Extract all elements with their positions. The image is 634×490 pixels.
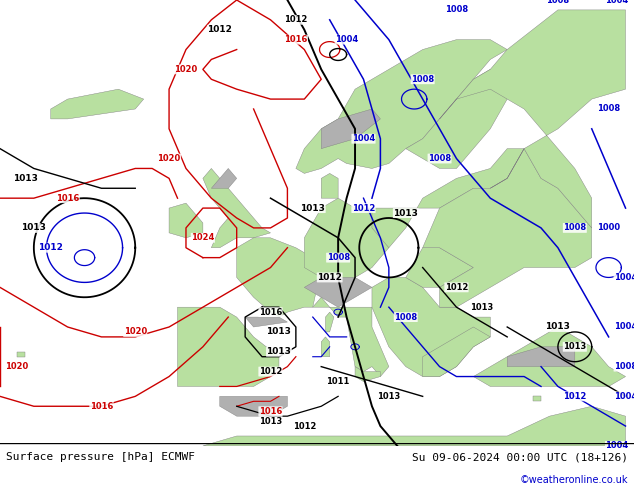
- Polygon shape: [321, 173, 338, 198]
- Text: 1012: 1012: [293, 421, 316, 431]
- Polygon shape: [406, 70, 507, 169]
- Polygon shape: [533, 396, 541, 401]
- Text: 1008: 1008: [547, 0, 569, 4]
- Text: 1020: 1020: [157, 154, 181, 163]
- Text: 1013: 1013: [13, 174, 38, 183]
- Polygon shape: [321, 109, 380, 148]
- Text: 1012: 1012: [284, 15, 307, 24]
- Polygon shape: [321, 337, 330, 357]
- Text: 1013: 1013: [545, 322, 571, 332]
- Polygon shape: [220, 396, 287, 416]
- Text: 1012: 1012: [207, 25, 232, 34]
- Text: 1024: 1024: [191, 233, 214, 243]
- Text: 1012: 1012: [352, 203, 375, 213]
- Text: 1016: 1016: [56, 194, 79, 203]
- Text: 1012: 1012: [563, 392, 586, 401]
- Polygon shape: [325, 312, 334, 332]
- Text: 1004: 1004: [335, 35, 358, 44]
- Text: 1016: 1016: [259, 407, 282, 416]
- Polygon shape: [507, 347, 575, 367]
- Polygon shape: [406, 248, 474, 287]
- Polygon shape: [355, 367, 380, 382]
- Polygon shape: [423, 148, 592, 307]
- Text: 1008: 1008: [394, 313, 417, 321]
- Polygon shape: [236, 238, 321, 317]
- Polygon shape: [372, 148, 524, 248]
- Text: 1016: 1016: [90, 402, 113, 411]
- Text: 1013: 1013: [22, 223, 46, 232]
- Polygon shape: [245, 317, 287, 327]
- Text: 1008: 1008: [411, 75, 434, 84]
- Polygon shape: [178, 307, 279, 387]
- Text: Surface pressure [hPa] ECMWF: Surface pressure [hPa] ECMWF: [6, 452, 195, 463]
- Text: 1008: 1008: [614, 362, 634, 371]
- Polygon shape: [203, 169, 271, 248]
- Text: 1013: 1013: [259, 416, 282, 426]
- Text: 1012: 1012: [38, 243, 63, 252]
- Text: 1013: 1013: [563, 343, 586, 351]
- Text: 1004: 1004: [614, 273, 634, 282]
- Text: 1004: 1004: [605, 441, 629, 450]
- Text: 1004: 1004: [614, 392, 634, 401]
- Text: 1004: 1004: [614, 322, 634, 332]
- Polygon shape: [296, 40, 507, 173]
- Text: 1000: 1000: [597, 223, 620, 232]
- Text: 1008: 1008: [445, 5, 468, 14]
- Text: 1012: 1012: [317, 273, 342, 282]
- Polygon shape: [372, 277, 490, 376]
- Text: 1004: 1004: [605, 0, 629, 4]
- Text: 1016: 1016: [259, 308, 282, 317]
- Text: 1013: 1013: [301, 203, 325, 213]
- Text: Su 09-06-2024 00:00 UTC (18+126): Su 09-06-2024 00:00 UTC (18+126): [411, 452, 628, 463]
- Text: 1008: 1008: [563, 223, 586, 232]
- Polygon shape: [203, 406, 626, 446]
- Polygon shape: [211, 169, 236, 188]
- Text: 1013: 1013: [377, 392, 401, 401]
- Text: 1011: 1011: [327, 377, 350, 386]
- Text: 1020: 1020: [5, 362, 29, 371]
- Polygon shape: [304, 277, 372, 307]
- Text: 1013: 1013: [266, 347, 292, 356]
- Polygon shape: [423, 327, 490, 376]
- Text: 1013: 1013: [470, 303, 493, 312]
- Text: 1008: 1008: [327, 253, 350, 262]
- Polygon shape: [51, 89, 144, 119]
- Polygon shape: [439, 10, 626, 228]
- Text: ©weatheronline.co.uk: ©weatheronline.co.uk: [519, 475, 628, 485]
- Polygon shape: [169, 203, 203, 238]
- Text: 1012: 1012: [445, 283, 468, 292]
- Text: 1013: 1013: [266, 327, 292, 337]
- Text: 1020: 1020: [124, 327, 147, 337]
- Polygon shape: [474, 327, 626, 387]
- Polygon shape: [135, 456, 144, 461]
- Text: 1012: 1012: [259, 367, 282, 376]
- Text: 1013: 1013: [393, 209, 418, 218]
- Text: 1008: 1008: [597, 104, 620, 114]
- Text: 1004: 1004: [352, 134, 375, 143]
- Polygon shape: [313, 297, 389, 376]
- Text: 1016: 1016: [284, 35, 307, 44]
- Text: 1008: 1008: [428, 154, 451, 163]
- Polygon shape: [17, 352, 25, 357]
- Polygon shape: [304, 198, 389, 277]
- Text: 1020: 1020: [174, 65, 198, 74]
